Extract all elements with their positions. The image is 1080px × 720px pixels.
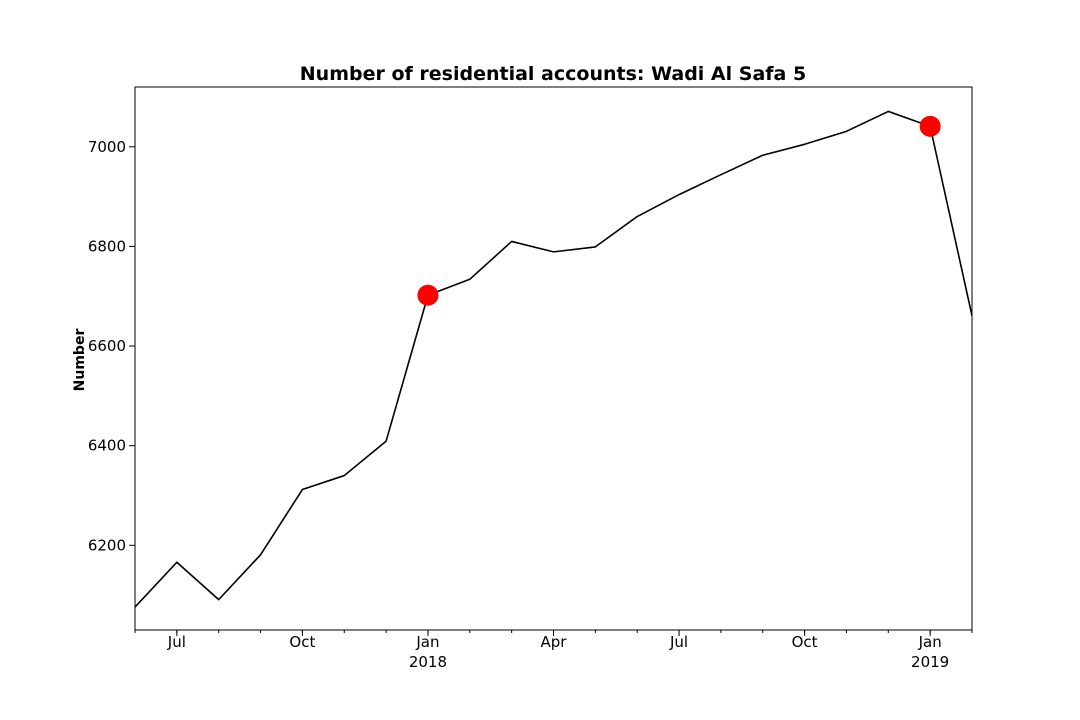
x-tick-year-label: 2019 — [911, 653, 949, 671]
y-tick-label: 6800 — [88, 237, 126, 255]
plot-frame — [134, 86, 973, 631]
x-tick-label: Jul — [167, 633, 186, 651]
x-tick-label: Oct — [289, 633, 315, 651]
y-tick-label: 6600 — [88, 337, 126, 355]
series-line — [134, 110, 973, 608]
y-tick-label: 7000 — [88, 138, 126, 156]
x-tick-label: Jul — [669, 633, 688, 651]
highlight-point — [919, 115, 941, 137]
y-axis-label: Number — [72, 329, 88, 392]
x-tick-label: Apr — [541, 633, 568, 651]
x-tick-label: Oct — [792, 633, 818, 651]
x-tick-label: Jan — [918, 633, 942, 651]
x-tick-label: Jan — [415, 633, 439, 651]
y-tick-label: 6400 — [88, 437, 126, 455]
chart-title: Number of residential accounts: Wadi Al … — [300, 63, 806, 85]
y-tick-label: 6200 — [88, 536, 126, 554]
plot-area: Jul Oct Jan 2018 Apr Jul Oct Jan 2019 6200 6400 660… — [88, 86, 973, 671]
highlight-point — [417, 284, 439, 306]
x-tick-year-label: 2018 — [409, 653, 447, 671]
